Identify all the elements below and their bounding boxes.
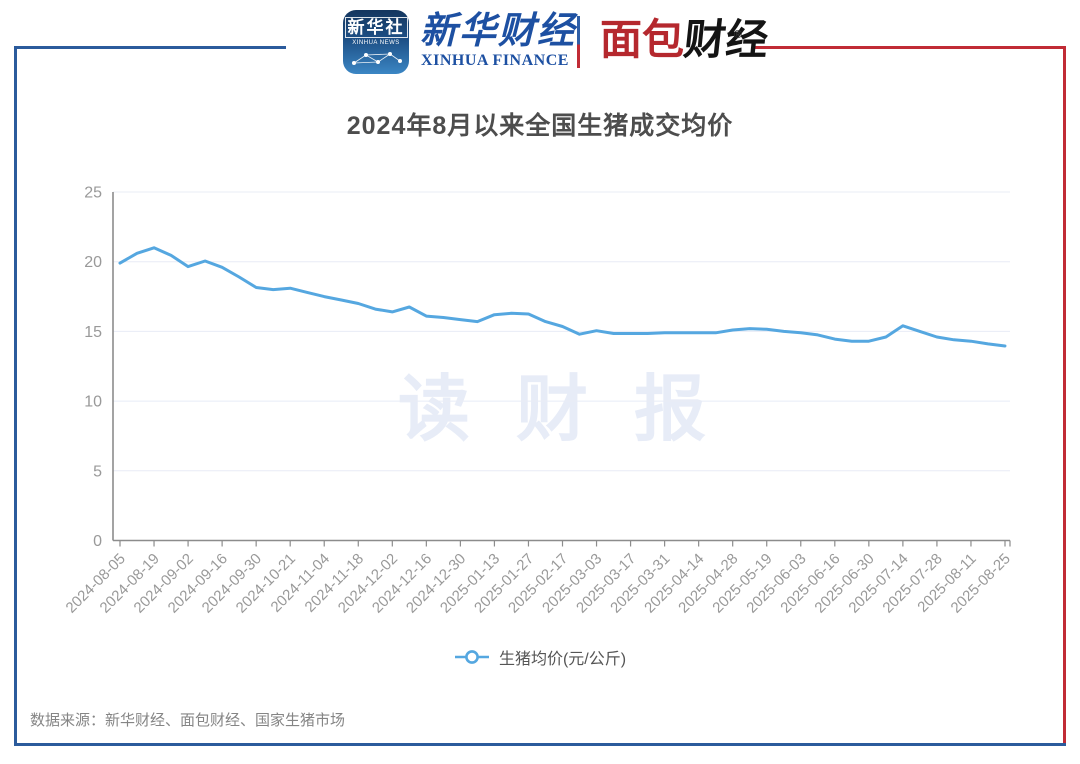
y-axis-tick-label: 20: [84, 254, 102, 271]
registered-trademark-icon: ®: [733, 29, 743, 41]
xinhua-finance-en: XINHUA FINANCE: [421, 52, 569, 69]
xinhua-finance-logo: 新华财经 XINHUA FINANCE: [420, 10, 576, 70]
y-axis-tick-label: 10: [84, 394, 102, 411]
frame-border-bottom: [14, 743, 1066, 746]
legend-label: 生猪均价(元/公斤): [498, 651, 627, 668]
network-pattern-icon: [352, 52, 402, 65]
frame-border-top-left: [14, 46, 286, 49]
brand-divider: [577, 16, 580, 68]
xinhua-news-app-icon: 新华社 XINHUA NEWS: [343, 10, 409, 74]
xinhua-news-icon-sublabel: XINHUA NEWS: [352, 40, 400, 46]
frame-border-top-right: [754, 46, 1066, 49]
bread-finance-cn-red: 面包: [600, 16, 685, 63]
legend-line-marker-icon: [454, 650, 489, 664]
y-axis-tick-label: 5: [93, 463, 102, 480]
xinhua-finance-cn: 新华财经: [420, 10, 576, 51]
watermark-text: 读财报: [398, 370, 753, 450]
data-source-note: 数据来源：新华财经、面包财经、国家生猪市场: [30, 712, 346, 729]
price-series-line: [118, 246, 1007, 348]
y-axis-tick-label: 25: [84, 185, 102, 202]
frame-border-right: [1063, 46, 1066, 746]
xinhua-news-icon-label: 新华社: [344, 17, 408, 38]
chart-title: 2024年8月以来全国生猪成交均价: [346, 112, 734, 140]
chart-legend: 生猪均价(元/公斤): [0, 645, 1080, 669]
y-axis-tick-label: 0: [93, 533, 102, 550]
frame-border-left: [14, 46, 17, 746]
bread-finance-logo: 面包财经 ®: [600, 16, 771, 64]
y-axis-tick-label: 15: [84, 324, 102, 341]
